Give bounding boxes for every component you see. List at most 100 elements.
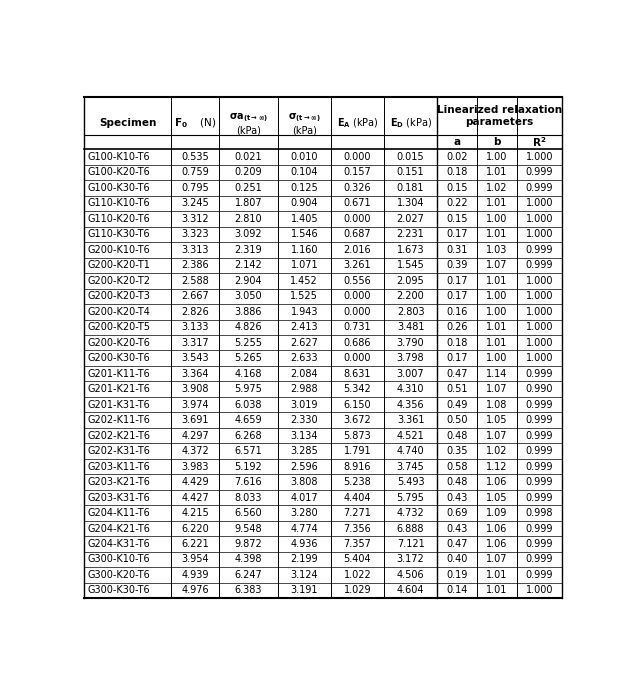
Text: 3.312: 3.312 <box>181 214 209 224</box>
Text: 0.999: 0.999 <box>526 555 553 565</box>
Text: 0.43: 0.43 <box>447 493 468 502</box>
Text: 3.191: 3.191 <box>290 586 318 595</box>
Text: 1.09: 1.09 <box>486 508 508 518</box>
Text: 3.133: 3.133 <box>181 322 209 332</box>
Text: 0.47: 0.47 <box>447 369 468 379</box>
Text: 3.481: 3.481 <box>397 322 425 332</box>
Text: 0.51: 0.51 <box>447 384 468 394</box>
Text: 0.999: 0.999 <box>526 260 553 271</box>
Text: 0.39: 0.39 <box>447 260 468 271</box>
Text: 1.07: 1.07 <box>486 260 508 271</box>
Text: G200-K20-T5: G200-K20-T5 <box>88 322 151 332</box>
Text: 3.172: 3.172 <box>397 555 425 565</box>
Text: 1.00: 1.00 <box>486 306 508 317</box>
Text: 0.48: 0.48 <box>447 431 468 441</box>
Text: 0.021: 0.021 <box>234 152 262 162</box>
Text: 1.791: 1.791 <box>343 446 371 456</box>
Text: 8.916: 8.916 <box>344 462 371 472</box>
Text: 5.192: 5.192 <box>234 462 262 472</box>
Text: 6.571: 6.571 <box>234 446 262 456</box>
Text: 0.000: 0.000 <box>344 152 371 162</box>
Text: 1.02: 1.02 <box>486 183 508 193</box>
Text: 0.48: 0.48 <box>447 477 468 487</box>
Text: 0.47: 0.47 <box>447 539 468 549</box>
Text: 0.999: 0.999 <box>526 399 553 410</box>
Text: 5.404: 5.404 <box>343 555 371 565</box>
Text: 0.999: 0.999 <box>526 477 553 487</box>
Text: G200-K20-T1: G200-K20-T1 <box>88 260 151 271</box>
Text: 0.35: 0.35 <box>447 446 468 456</box>
Text: G202-K11-T6: G202-K11-T6 <box>88 415 151 425</box>
Text: 0.999: 0.999 <box>526 446 553 456</box>
Text: G200-K20-T3: G200-K20-T3 <box>88 292 151 301</box>
Text: 6.268: 6.268 <box>234 431 262 441</box>
Text: G110-K20-T6: G110-K20-T6 <box>88 214 151 224</box>
Text: 5.342: 5.342 <box>343 384 371 394</box>
Text: 3.808: 3.808 <box>290 477 318 487</box>
Text: 1.000: 1.000 <box>526 214 553 224</box>
Text: 1.01: 1.01 <box>486 570 508 580</box>
Text: 7.356: 7.356 <box>343 523 371 534</box>
Text: 0.999: 0.999 <box>526 539 553 549</box>
Text: 0.19: 0.19 <box>447 570 468 580</box>
Text: 5.265: 5.265 <box>234 353 262 363</box>
Text: 0.125: 0.125 <box>290 183 318 193</box>
Text: 3.798: 3.798 <box>397 353 425 363</box>
Text: 0.17: 0.17 <box>447 353 468 363</box>
Text: 0.999: 0.999 <box>526 431 553 441</box>
Text: G300-K30-T6: G300-K30-T6 <box>88 586 150 595</box>
Text: 1.029: 1.029 <box>343 586 371 595</box>
Text: 6.220: 6.220 <box>181 523 209 534</box>
Text: G203-K11-T6: G203-K11-T6 <box>88 462 151 472</box>
Text: 0.326: 0.326 <box>343 183 371 193</box>
Text: 0.535: 0.535 <box>181 152 209 162</box>
Text: 0.18: 0.18 <box>447 338 468 348</box>
Text: 0.010: 0.010 <box>290 152 318 162</box>
Text: 1.545: 1.545 <box>397 260 425 271</box>
Text: 9.548: 9.548 <box>234 523 262 534</box>
Text: G204-K31-T6: G204-K31-T6 <box>88 539 151 549</box>
Text: 0.50: 0.50 <box>447 415 468 425</box>
Text: 0.16: 0.16 <box>447 306 468 317</box>
Text: 4.297: 4.297 <box>181 431 209 441</box>
Text: 7.357: 7.357 <box>343 539 371 549</box>
Text: 2.142: 2.142 <box>234 260 262 271</box>
Text: 2.199: 2.199 <box>290 555 318 565</box>
Text: 3.543: 3.543 <box>181 353 209 363</box>
Text: 1.06: 1.06 <box>486 523 508 534</box>
Text: 3.280: 3.280 <box>290 508 318 518</box>
Text: 0.000: 0.000 <box>344 306 371 317</box>
Text: 0.000: 0.000 <box>344 214 371 224</box>
Text: 2.027: 2.027 <box>397 214 425 224</box>
Text: G100-K10-T6: G100-K10-T6 <box>88 152 150 162</box>
Text: 2.633: 2.633 <box>290 353 318 363</box>
Text: 1.02: 1.02 <box>486 446 508 456</box>
Text: 1.01: 1.01 <box>486 276 508 286</box>
Text: 3.974: 3.974 <box>181 399 209 410</box>
Text: 3.364: 3.364 <box>181 369 209 379</box>
Text: 0.671: 0.671 <box>343 199 371 208</box>
Text: 0.02: 0.02 <box>447 152 468 162</box>
Text: 0.999: 0.999 <box>526 523 553 534</box>
Text: 4.826: 4.826 <box>234 322 262 332</box>
Text: 1.00: 1.00 <box>486 292 508 301</box>
Text: 0.795: 0.795 <box>181 183 209 193</box>
Text: 1.304: 1.304 <box>397 199 425 208</box>
Text: 1.943: 1.943 <box>290 306 318 317</box>
Text: 2.810: 2.810 <box>234 214 262 224</box>
Text: 1.000: 1.000 <box>526 152 553 162</box>
Text: 1.07: 1.07 <box>486 555 508 565</box>
Text: 0.17: 0.17 <box>447 229 468 239</box>
Text: 2.200: 2.200 <box>397 292 425 301</box>
Text: 5.493: 5.493 <box>397 477 425 487</box>
Text: 0.731: 0.731 <box>343 322 371 332</box>
Text: 1.525: 1.525 <box>290 292 318 301</box>
Text: 1.05: 1.05 <box>486 493 508 502</box>
Text: 1.000: 1.000 <box>526 276 553 286</box>
Text: 7.121: 7.121 <box>397 539 425 549</box>
Text: G200-K20-T6: G200-K20-T6 <box>88 338 151 348</box>
Text: 2.319: 2.319 <box>234 245 262 255</box>
Text: 3.313: 3.313 <box>181 245 209 255</box>
Text: 6.038: 6.038 <box>235 399 262 410</box>
Text: 0.999: 0.999 <box>526 183 553 193</box>
